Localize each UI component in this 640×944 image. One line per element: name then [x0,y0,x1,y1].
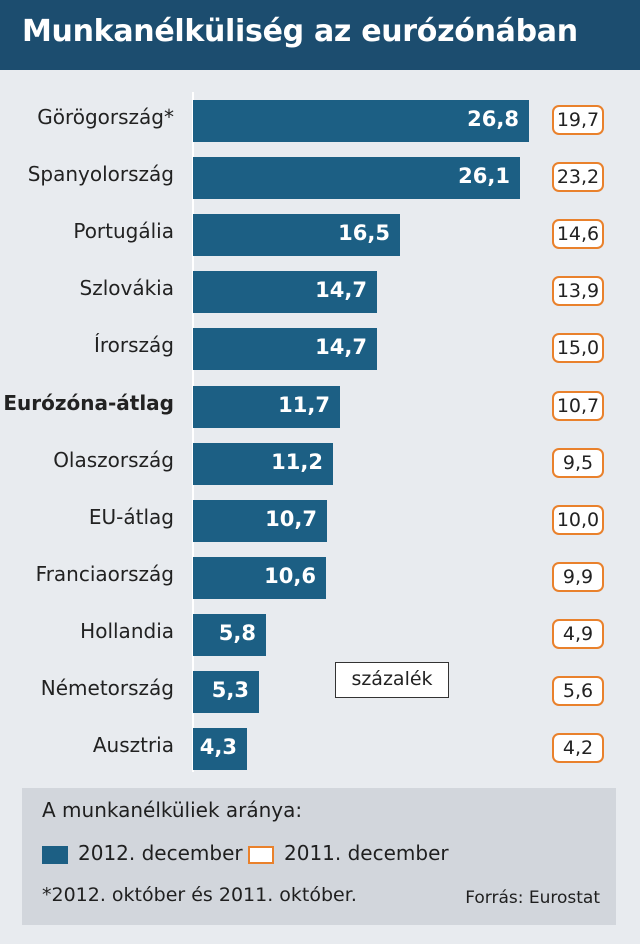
bar-2012 [193,328,377,371]
chart-title: Munkanélküliség az eurózónában [22,14,578,49]
category-label: Spanyolország [27,162,174,187]
source-note: Forrás: Eurostat [465,888,600,908]
legend-swatch-outline [248,846,274,864]
bar-2012 [193,671,259,713]
chart-row: Németország 5,3 5,6 [0,671,640,715]
category-label: Hollandia [80,618,174,643]
legend-title: A munkanélküliek aránya: [42,798,303,822]
chart-row: Görögország* 26,8 19,7 [0,100,640,144]
value-2011: 9,5 [552,447,604,478]
bar-value-label: 14,7 [315,278,367,303]
bar-value-label: 4,3 [199,735,237,760]
bar-2012 [193,157,520,200]
category-label: Ausztria [92,733,174,758]
chart-row: Portugália 16,5 14,6 [0,214,640,258]
chart-row: Szlovákia 14,7 13,9 [0,271,640,315]
value-axis-line [192,92,194,772]
bar-2012 [193,556,326,599]
value-2011: 10,0 [552,504,604,535]
value-2011: 9,9 [552,561,604,592]
legend-panel: A munkanélküliek aránya: 2012. december … [22,788,616,925]
value-2011: 5,6 [552,676,604,706]
bar-value-label: 14,7 [315,335,367,360]
value-2011: 23,2 [552,162,604,193]
chart-row: Írország 14,7 15,0 [0,328,640,372]
bar-2012 [193,442,333,485]
value-2011: 13,9 [552,276,604,307]
bar-value-label: 26,1 [458,164,510,189]
header-bar: Munkanélküliség az eurózónában [0,0,640,70]
category-label: Görögország* [37,105,174,129]
legend-label: 2012. december [78,841,243,865]
footnote: *2012. október és 2011. október. [42,884,357,906]
value-2011: 15,0 [552,333,604,364]
bar-value-label: 11,2 [271,449,323,474]
chart-row: Ausztria 4,3 4,2 [0,728,640,772]
category-label: Franciaország [35,561,174,586]
unit-label: százalék [335,662,449,698]
bar-2012 [193,100,529,142]
category-label: Portugália [73,219,174,244]
bar-value-label: 10,6 [264,563,316,588]
category-label: Olaszország [53,447,174,472]
legend-label: 2011. december [284,841,449,865]
bar-2012 [193,385,340,428]
chart-row: Franciaország 10,6 9,9 [0,556,640,601]
value-2011: 14,6 [552,219,604,250]
chart-row: Hollandia 5,8 4,9 [0,613,640,658]
chart-row: Olaszország 11,2 9,5 [0,442,640,487]
bar-value-label: 10,7 [265,506,317,531]
chart-row: Spanyolország 26,1 23,2 [0,157,640,201]
chart-row: Eurózóna-átlag 11,7 10,7 [0,385,640,430]
value-2011: 19,7 [552,105,604,135]
legend-swatch-filled [42,846,68,864]
value-2011: 4,2 [552,733,604,764]
bar-value-label: 16,5 [338,221,390,246]
bar-2012 [193,728,247,771]
chart-row: EU-átlag 10,7 10,0 [0,499,640,544]
bar-value-label: 5,3 [211,678,249,702]
bar-value-label: 26,8 [467,107,519,131]
bar-value-label: 5,8 [218,620,256,645]
bar-2012 [193,499,327,542]
category-label: Németország [40,676,174,700]
category-label: Szlovákia [79,276,174,301]
bar-2012 [193,613,266,656]
bar-2012 [193,271,377,314]
bar-value-label: 11,7 [278,392,330,417]
category-label: EU-átlag [88,504,174,529]
value-2011: 4,9 [552,618,604,649]
bar-2012 [193,214,400,257]
category-label: Eurózóna-átlag [3,390,174,415]
value-2011: 10,7 [552,390,604,421]
category-label: Írország [93,333,174,358]
